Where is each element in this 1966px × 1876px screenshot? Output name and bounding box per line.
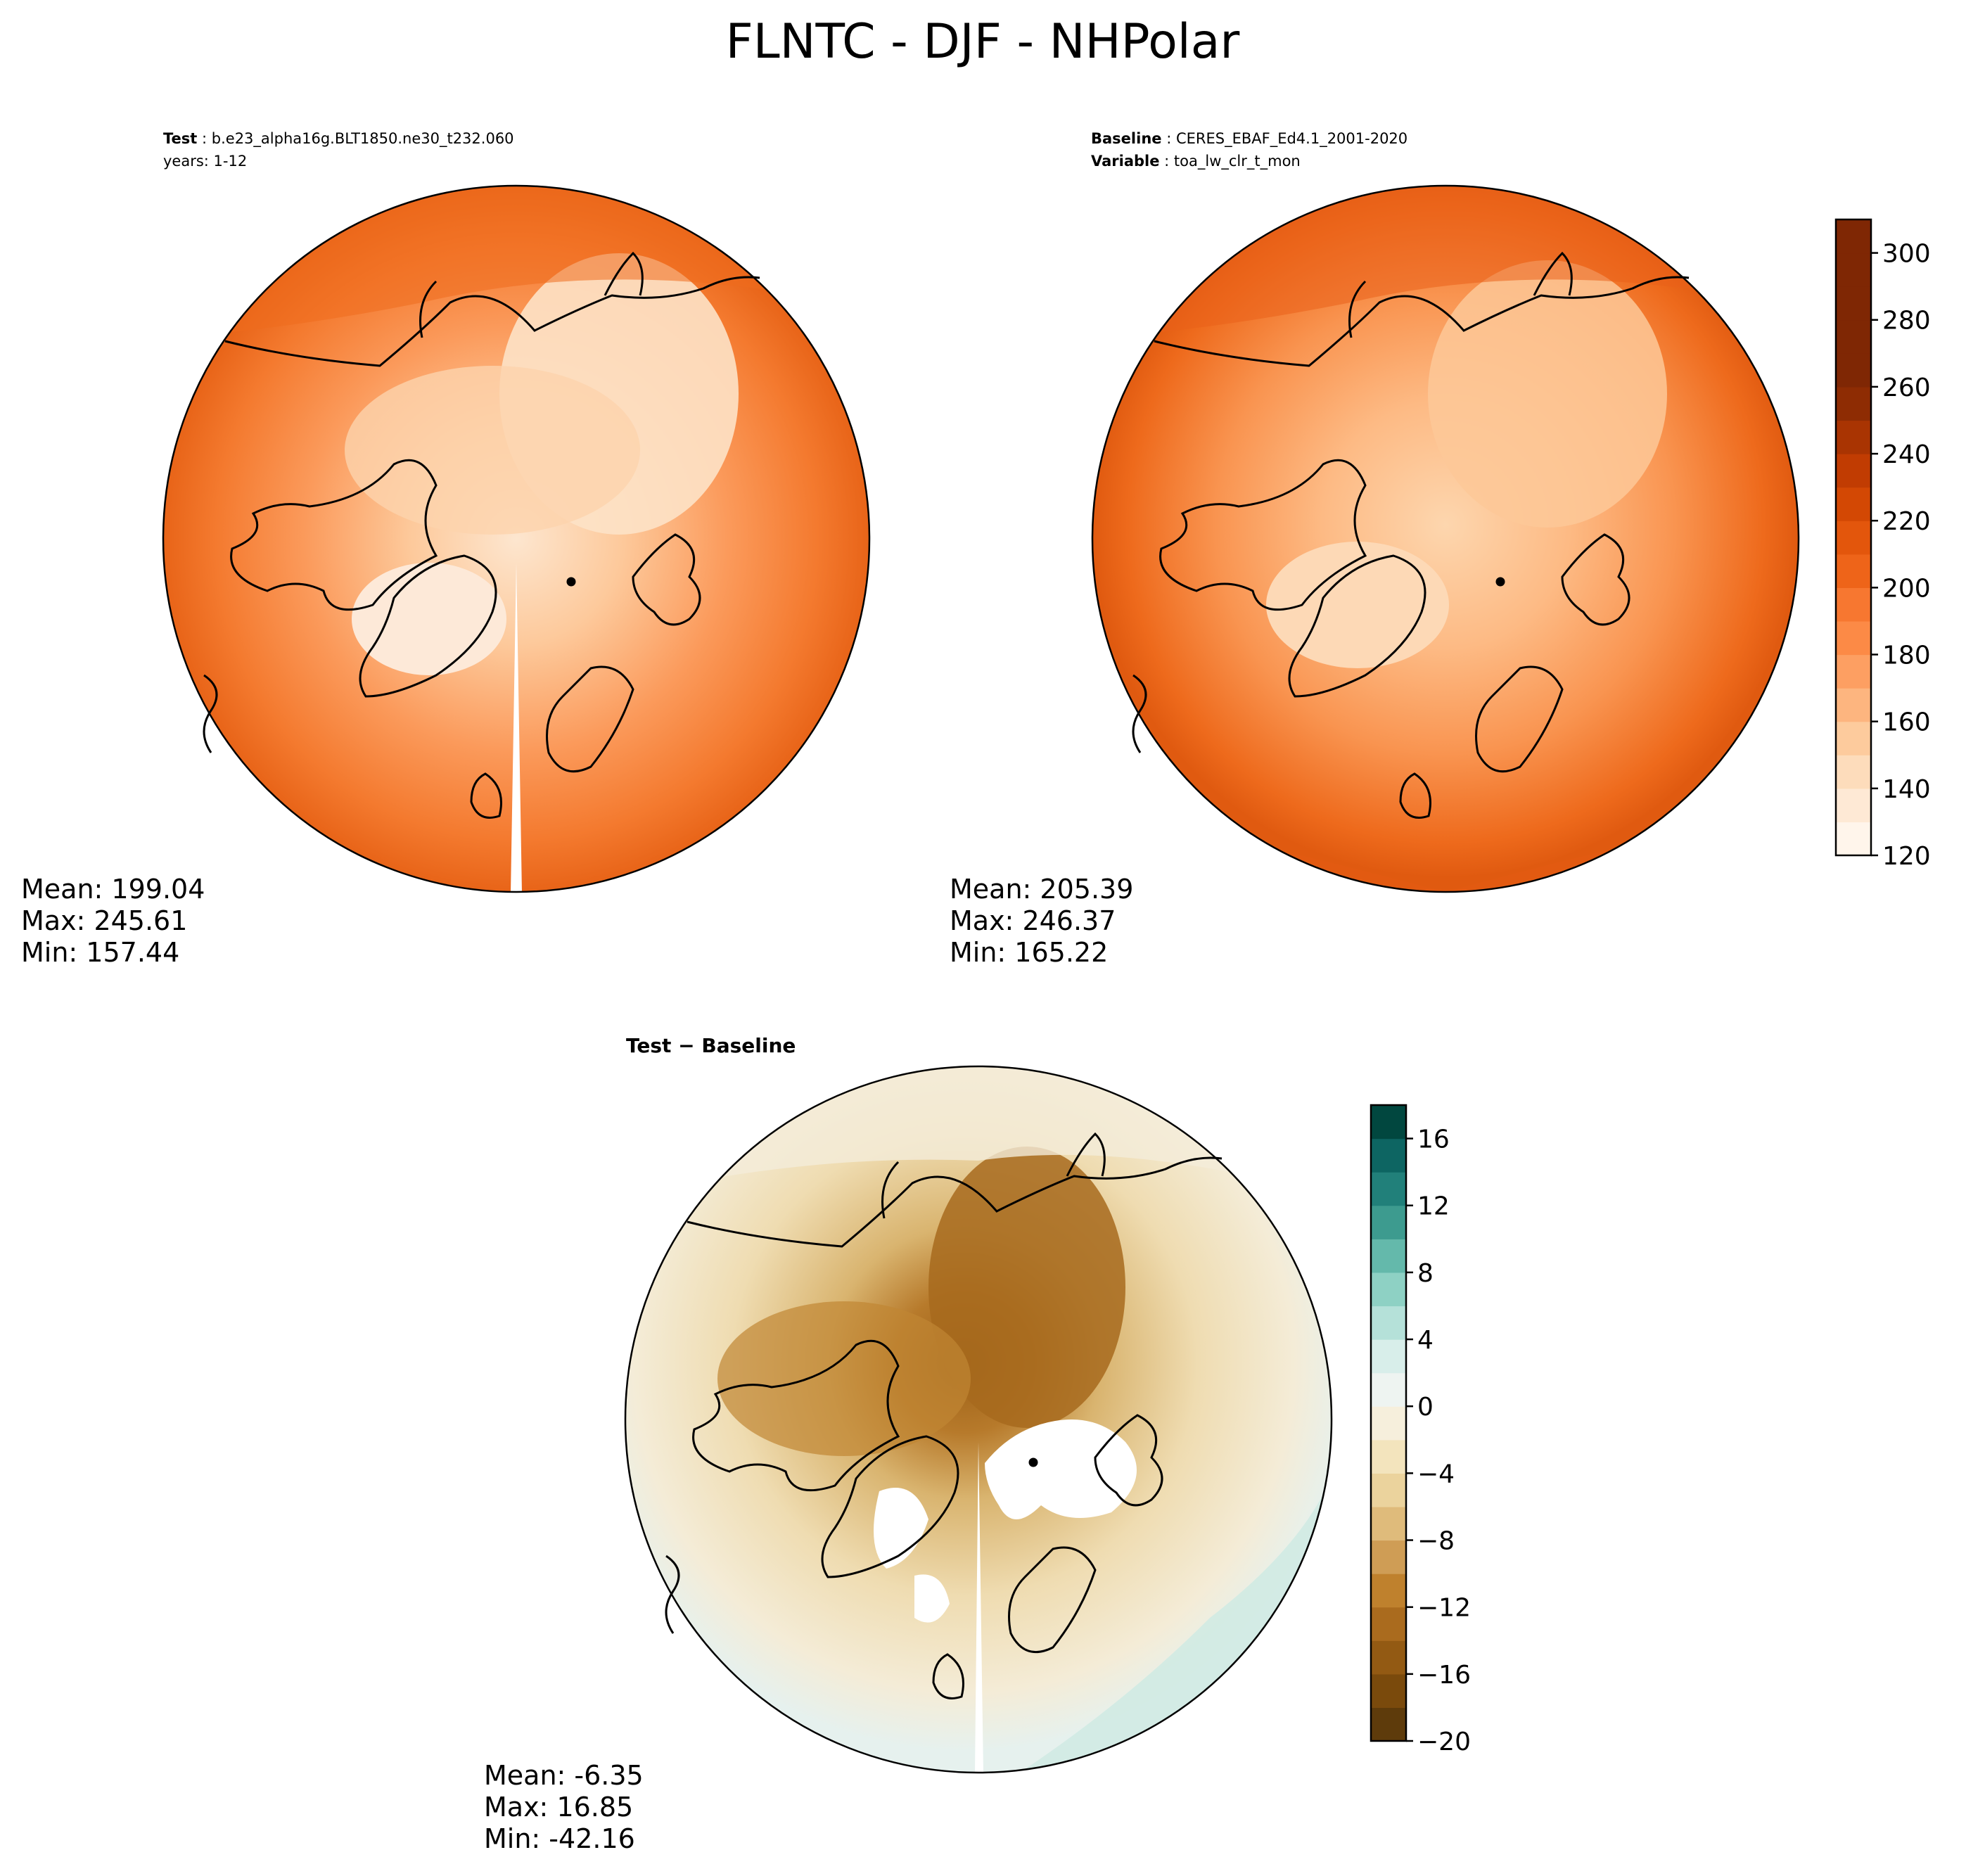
baseline-header-colon: : (1162, 130, 1176, 147)
colorbar-diff-segment (1371, 1239, 1406, 1273)
diff-stat-mean: Mean: -6.35 (484, 1760, 644, 1791)
colorbar-diff-segment (1371, 1372, 1406, 1407)
colorbar-diff-segment (1371, 1205, 1406, 1239)
diff-panel: Test − Baseline Mean: -6.35 (484, 1034, 1333, 1854)
diff-header: Test − Baseline (626, 1034, 796, 1057)
colorbar-top-segment (1836, 454, 1871, 488)
colorbar-diff-segment (1371, 1673, 1406, 1709)
baseline-header-line2: Variable : toa_lw_clr_t_mon (1091, 153, 1301, 170)
colorbar-diff-segment (1371, 1607, 1406, 1641)
colorbar-top-tick-label: 200 (1882, 574, 1931, 603)
colorbar-diff-segment (1371, 1306, 1406, 1340)
colorbar-top-segment (1836, 788, 1871, 823)
colorbar-top-tick-label: 280 (1882, 307, 1931, 336)
colorbar-top-segment (1836, 420, 1871, 454)
colorbar-top-tick-label: 160 (1882, 708, 1931, 737)
diff-stat-min: Min: -42.16 (484, 1823, 635, 1854)
baseline-stat-min: Min: 165.22 (950, 937, 1108, 968)
colorbar-top-segment (1836, 688, 1871, 722)
colorbar-diff-segment (1371, 1406, 1406, 1441)
baseline-map-field (1092, 186, 1799, 892)
diff-stat-max: Max: 16.85 (484, 1792, 633, 1823)
colorbar-diff-segment (1371, 1339, 1406, 1374)
colorbar-diff-segment (1371, 1540, 1406, 1574)
baseline-variable-key: Variable (1091, 153, 1159, 170)
diff-map-field (625, 1066, 1332, 1773)
colorbar-diff-segment (1371, 1105, 1406, 1140)
figure-title: FLNTC - DJF - NHPolar (726, 14, 1240, 70)
colorbar-top-segment (1836, 822, 1871, 856)
baseline-header-line1: Baseline : CERES_EBAF_Ed4.1_2001-2020 (1091, 130, 1408, 148)
colorbar-top-tick-label: 140 (1882, 775, 1931, 804)
colorbar-top-segment (1836, 286, 1871, 321)
colorbar-top-tick-label: 260 (1882, 374, 1931, 402)
colorbar-top: 120 140 160 180 200 220 240 260 280 300 (1834, 218, 1931, 871)
colorbar-diff-segment (1371, 1707, 1406, 1742)
colorbar-top-tick-label: 180 (1882, 642, 1931, 670)
test-stat-mean: Mean: 199.04 (21, 874, 205, 905)
colorbar-diff-segment (1371, 1506, 1406, 1541)
baseline-variable-value: toa_lw_clr_t_mon (1174, 153, 1301, 170)
colorbar-top-segment (1836, 721, 1871, 755)
colorbar-diff: −20 −16 −12 −8 −4 0 4 8 12 16 (1370, 1104, 1471, 1756)
colorbar-diff-tick-label: 8 (1417, 1259, 1434, 1288)
colorbar-top-segment (1836, 319, 1871, 354)
test-stat-min: Min: 157.44 (21, 937, 179, 968)
colorbar-top-segment (1836, 487, 1871, 521)
test-stat-max: Max: 245.61 (21, 905, 187, 936)
colorbar-top-tick-label: 120 (1882, 842, 1931, 871)
colorbar-diff-segment (1371, 1272, 1406, 1307)
baseline-header-key: Baseline (1091, 130, 1162, 147)
colorbar-top-tick-label: 220 (1882, 507, 1931, 536)
test-header-case: b.e23_alpha16g.BLT1850.ne30_t232.060 (212, 130, 514, 148)
colorbar-diff-segment (1371, 1439, 1406, 1474)
colorbar-diff-tick-label: 0 (1417, 1393, 1434, 1422)
colorbar-diff-tick-label: −12 (1417, 1594, 1471, 1623)
colorbar-top-segment (1836, 654, 1871, 689)
colorbar-diff-segment (1371, 1172, 1406, 1206)
colorbar-diff-segment (1371, 1473, 1406, 1507)
colorbar-top-segment (1836, 353, 1871, 388)
baseline-panel: Baseline : CERES_EBAF_Ed4.1_2001-2020 Va… (950, 130, 1800, 968)
diff-map-boundary (624, 1065, 1333, 1774)
colorbar-diff-tick-label: 16 (1417, 1125, 1450, 1154)
baseline-coastlines (1132, 251, 1690, 819)
colorbar-diff-tick-label: −16 (1417, 1661, 1471, 1690)
colorbar-diff-tick-label: 12 (1417, 1192, 1450, 1221)
baseline-stat-max: Max: 246.37 (950, 905, 1116, 936)
baseline-header-dataset: CERES_EBAF_Ed4.1_2001-2020 (1176, 130, 1408, 148)
test-map-field (163, 186, 869, 892)
baseline-map-boundary (1091, 184, 1800, 893)
diff-coastlines (665, 1132, 1223, 1699)
colorbar-top-segment (1836, 755, 1871, 789)
test-map-boundary (162, 184, 871, 893)
test-header-colon: : (197, 130, 211, 147)
test-header-key: Test (163, 130, 197, 147)
test-header-line1: Test : b.e23_alpha16g.BLT1850.ne30_t232.… (163, 130, 514, 148)
colorbar-top-tick-label: 300 (1882, 240, 1931, 269)
colorbar-diff-tick-label: −4 (1417, 1460, 1455, 1488)
colorbar-top-segment (1836, 386, 1871, 421)
colorbar-top-segment (1836, 219, 1871, 254)
colorbar-diff-tick-label: −8 (1417, 1527, 1455, 1556)
colorbar-top-segment (1836, 620, 1871, 656)
test-coastlines (203, 251, 760, 819)
colorbar-top-segment (1836, 554, 1871, 588)
colorbar-top-tick-label: 240 (1882, 440, 1931, 469)
colorbar-diff-segment (1371, 1640, 1406, 1675)
colorbar-diff-tick-label: −20 (1417, 1728, 1471, 1756)
colorbar-top-frame (1834, 218, 1872, 857)
colorbar-top-segment (1836, 253, 1871, 287)
colorbar-diff-segment (1371, 1138, 1406, 1173)
colorbar-diff-frame (1370, 1104, 1408, 1742)
baseline-variable-colon: : (1159, 153, 1173, 170)
test-header-years: years: 1-12 (163, 153, 247, 170)
colorbar-top-segment (1836, 587, 1871, 622)
baseline-stat-mean: Mean: 205.39 (950, 874, 1133, 905)
colorbar-diff-tick-label: 4 (1417, 1326, 1434, 1355)
test-panel: Test : b.e23_alpha16g.BLT1850.ne30_t232.… (21, 130, 871, 968)
colorbar-diff-segment (1371, 1574, 1406, 1608)
colorbar-top-segment (1836, 521, 1871, 555)
